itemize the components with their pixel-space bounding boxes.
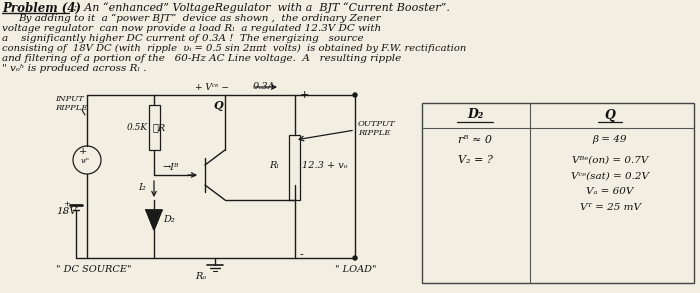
Text: β = 49: β = 49 (593, 135, 627, 144)
Text: Vₐ = 60V: Vₐ = 60V (587, 188, 634, 197)
Text: Q: Q (213, 100, 223, 111)
Circle shape (353, 256, 357, 260)
Text: D₂: D₂ (467, 108, 483, 122)
Text: vᵢⁿ: vᵢⁿ (80, 157, 90, 165)
Text: " DC SOURCE": " DC SOURCE" (56, 265, 132, 274)
Text: ≧R: ≧R (153, 124, 167, 132)
Text: Rₗ: Rₗ (270, 161, 279, 169)
Text: -: - (300, 250, 304, 260)
Text: Problem (4): Problem (4) (2, 2, 81, 15)
Text: a    significantly higher DC current of 0.3A !  The energizing   source: a significantly higher DC current of 0.3… (2, 34, 363, 43)
Text: -: - (63, 209, 66, 217)
Text: 18V: 18V (56, 207, 77, 217)
Text: + Vᶜᵉ −: + Vᶜᵉ − (195, 83, 229, 92)
Text: consisting of  18V DC (with  ripple  υᵢ = 0.5 sin 2ππt  volts)  is obtained by F: consisting of 18V DC (with ripple υᵢ = 0… (2, 44, 466, 53)
Text: Vᶜᵉ(sat) = 0.2V: Vᶜᵉ(sat) = 0.2V (571, 171, 649, 180)
Text: D₂: D₂ (163, 215, 175, 224)
Text: Rₒ: Rₒ (195, 272, 206, 281)
Text: +: + (300, 90, 309, 100)
Text: +: + (63, 200, 70, 208)
Bar (289, 135, 300, 200)
Text: By adding to it  a “power BJT”  device as shown ,  the ordinary Zener: By adding to it a “power BJT” device as … (18, 14, 381, 23)
Text: +: + (79, 147, 87, 156)
Text: Q: Q (605, 108, 615, 122)
Bar (422, 103, 694, 283)
Text: Vᴮᵉ(on) = 0.7V: Vᴮᵉ(on) = 0.7V (572, 156, 648, 164)
Circle shape (353, 93, 357, 97)
Text: " LOAD": " LOAD" (335, 265, 377, 274)
Text: OUTPUT
RIPPLE: OUTPUT RIPPLE (358, 120, 395, 137)
Bar (149, 105, 160, 150)
Text: Vᵀ = 25 mV: Vᵀ = 25 mV (580, 204, 641, 212)
Text: 0.5K: 0.5K (127, 124, 148, 132)
Text: rᴮ ≈ 0: rᴮ ≈ 0 (458, 135, 492, 145)
Text: →Iᴮ: →Iᴮ (162, 163, 178, 173)
Text: I₂: I₂ (138, 183, 146, 193)
Text: 12.3 + vₒ: 12.3 + vₒ (302, 161, 347, 169)
Text: voltage regulator  can now provide a load Rₗ  a regulated 12.3V DC with: voltage regulator can now provide a load… (2, 24, 381, 33)
Text: :  An “enhanced” VoltageRegulator  with a  BJT “Current Booster”.: : An “enhanced” VoltageRegulator with a … (70, 2, 450, 13)
Text: INPUT
RIPPLE: INPUT RIPPLE (55, 95, 88, 112)
Text: V₂ = ?: V₂ = ? (458, 155, 492, 165)
Text: and filtering of a portion of the   60-Hz AC Line voltage.  A   resulting ripple: and filtering of a portion of the 60-Hz … (2, 54, 401, 63)
Polygon shape (146, 210, 162, 230)
Text: 0.3A: 0.3A (253, 82, 276, 91)
Text: " vₒʰ is produced across Rₗ .: " vₒʰ is produced across Rₗ . (2, 64, 146, 73)
